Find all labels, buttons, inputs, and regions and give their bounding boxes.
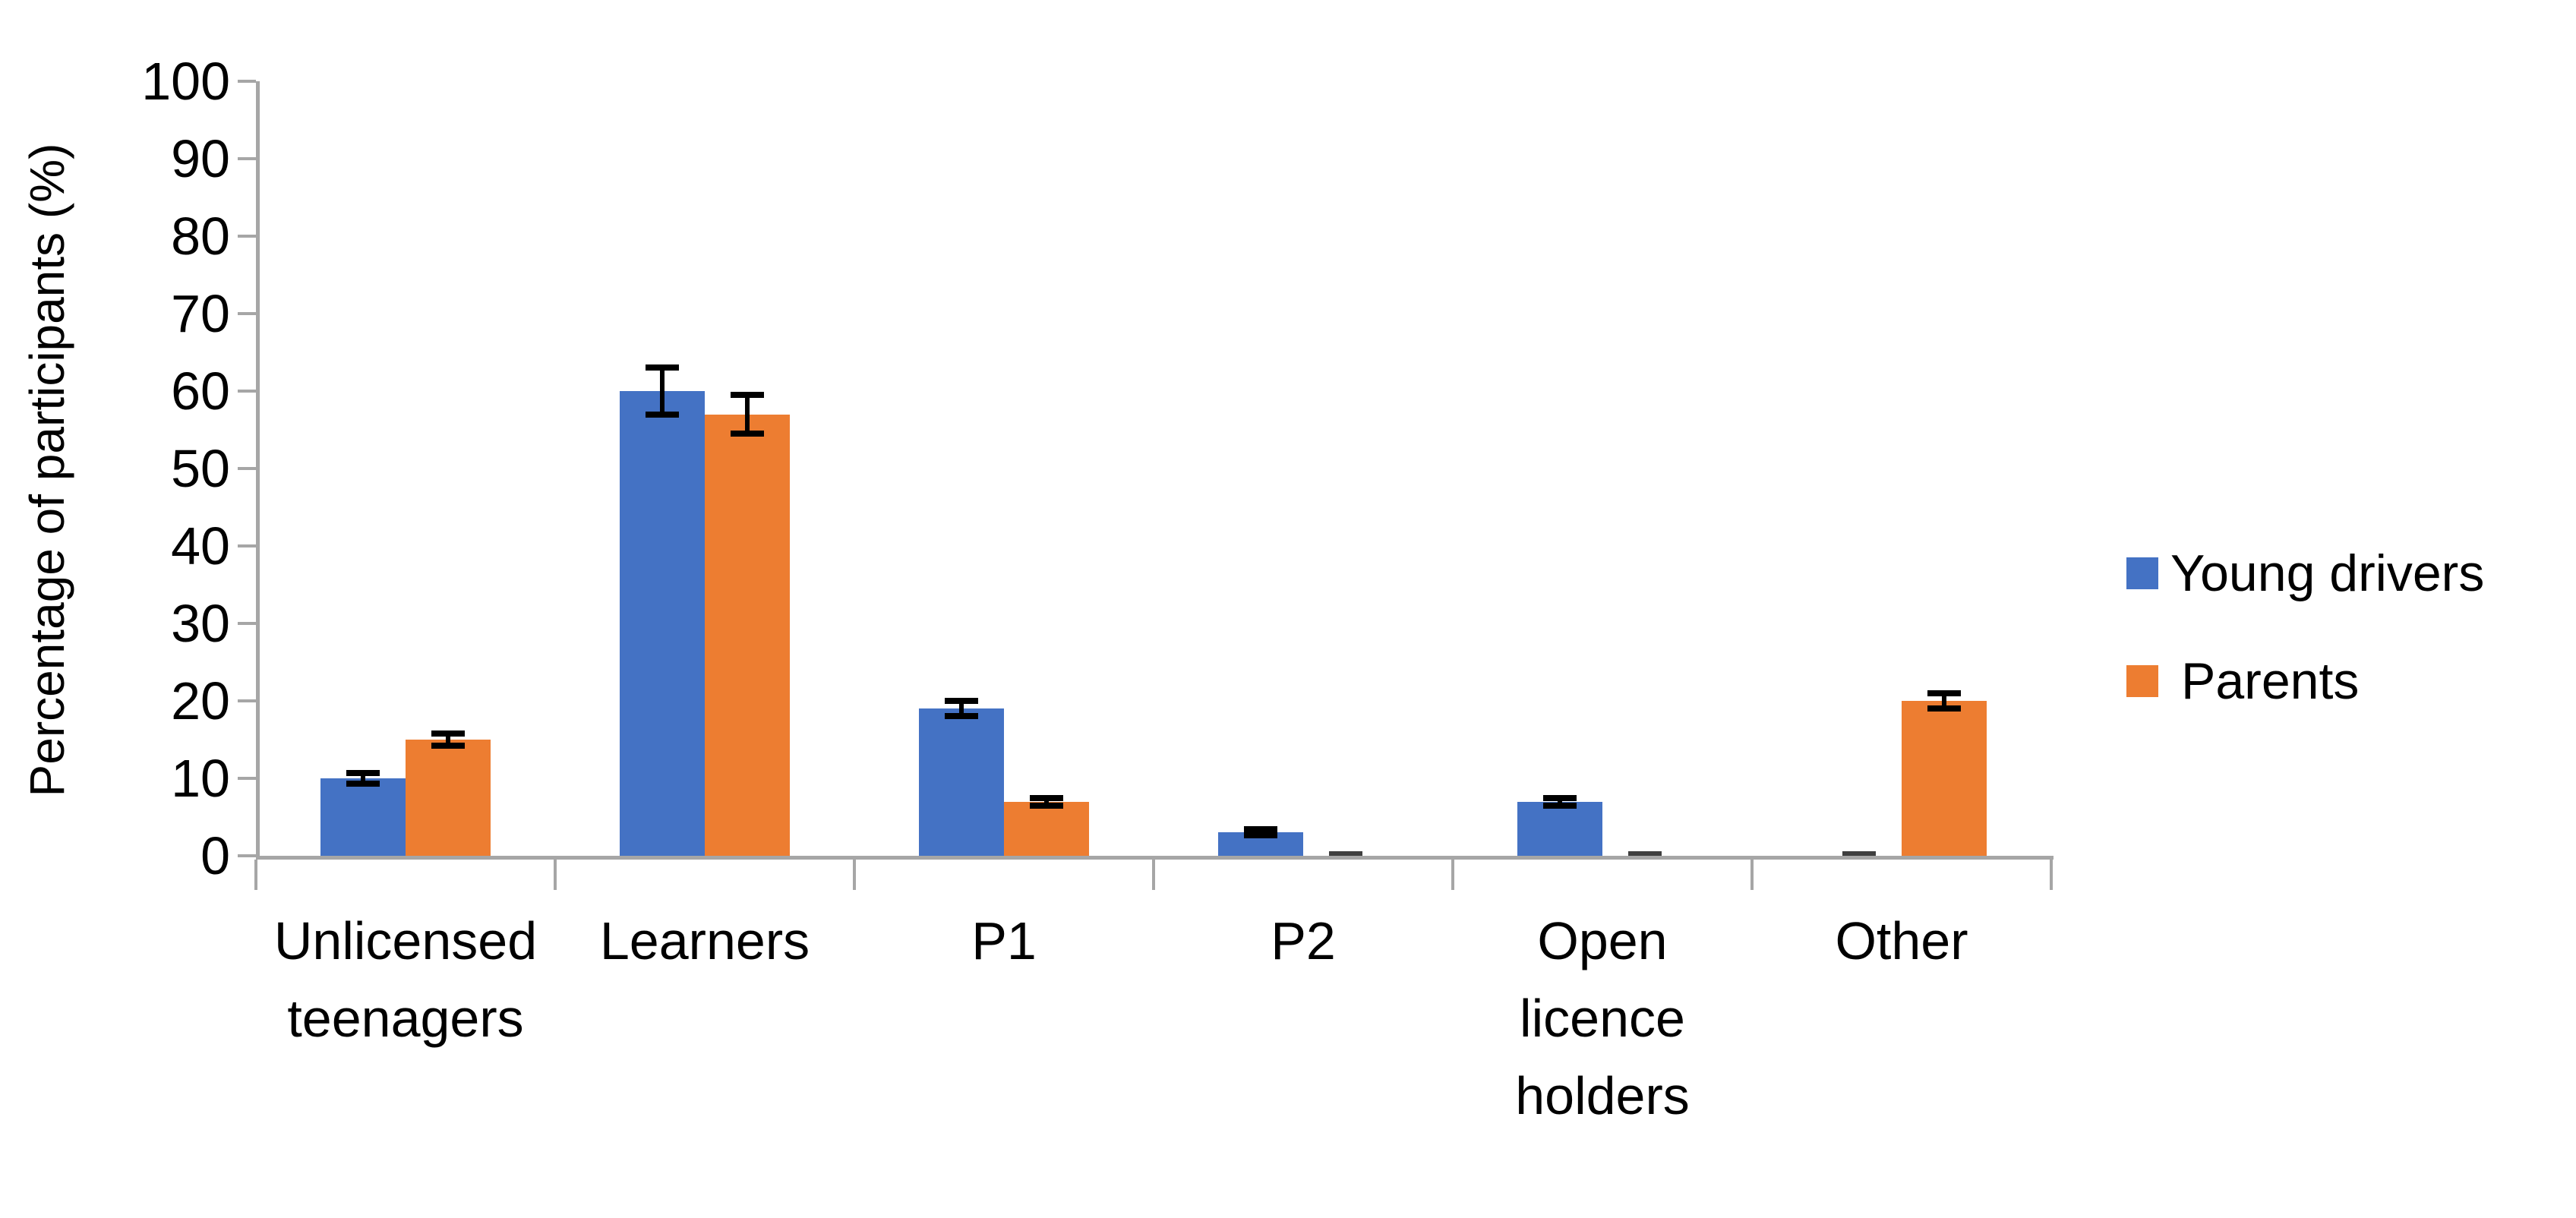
y-axis-tick: [238, 312, 256, 315]
zero-bar-mark-young-drivers: [1842, 851, 1876, 856]
category-label-line: teenagers: [287, 989, 524, 1048]
error-bar-stem: [1258, 829, 1263, 836]
legend-label-parents: Parents: [2181, 652, 2360, 710]
error-bar-stem: [660, 368, 665, 415]
error-bar-cap-bottom: [945, 713, 978, 720]
category-label-line: P1: [971, 911, 1037, 970]
bar-young-drivers: [620, 391, 705, 856]
error-bar-stem: [446, 733, 450, 746]
y-axis-tick: [238, 80, 256, 83]
error-bar-stem: [1558, 797, 1562, 806]
category-label: Learners: [507, 902, 902, 980]
bar-young-drivers: [919, 708, 1004, 856]
y-tick-label: 0: [200, 826, 230, 885]
error-bar-cap-bottom: [346, 781, 380, 787]
y-tick-label: 100: [141, 52, 230, 111]
x-axis-tick: [1451, 860, 1454, 890]
error-bar-stem: [1942, 693, 1946, 709]
y-axis-tick: [238, 544, 256, 547]
y-tick-label: 70: [171, 284, 230, 343]
y-tick-label: 20: [171, 671, 230, 730]
error-bar-stem: [745, 395, 750, 434]
category-label-line: Learners: [599, 911, 810, 970]
y-tick-label: 10: [171, 749, 230, 808]
error-bar-cap-bottom: [1543, 802, 1577, 809]
x-axis-tick: [2050, 860, 2053, 890]
x-axis-line: [256, 856, 2054, 860]
bar-parents: [705, 414, 790, 856]
error-bar-cap-top: [1244, 826, 1277, 833]
y-tick-label: 40: [171, 516, 230, 576]
x-axis-tick: [1750, 860, 1754, 890]
y-tick-label: 50: [171, 439, 230, 498]
legend-label-young-drivers: Young drivers: [2170, 544, 2485, 602]
zero-bar-mark-parents: [1329, 851, 1362, 856]
zero-bar-mark-parents: [1628, 851, 1662, 856]
bar-young-drivers: [1517, 801, 1602, 856]
error-bar-cap-bottom: [646, 411, 679, 418]
y-axis-tick: [238, 777, 256, 780]
bar-parents: [1902, 701, 1987, 856]
error-bar-cap-top: [1543, 794, 1577, 801]
y-axis-tick: [238, 235, 256, 238]
legend-swatch-young-drivers: [2126, 557, 2158, 589]
y-axis-line: [256, 81, 260, 860]
category-label-line: Other: [1835, 911, 1968, 970]
category-label-line: holders: [1515, 1066, 1690, 1125]
category-label-line: P2: [1271, 911, 1336, 970]
y-axis-tick: [238, 854, 256, 857]
y-axis-tick: [238, 699, 256, 702]
category-label: Open licence holders: [1405, 902, 1800, 1134]
x-axis-tick: [254, 860, 257, 890]
y-tick-label: 90: [171, 129, 230, 188]
y-tick-label: 30: [171, 594, 230, 653]
y-axis-tick: [238, 622, 256, 625]
error-bar-cap-top: [1927, 689, 1961, 696]
y-tick-label: 60: [171, 361, 230, 421]
x-axis-tick: [554, 860, 557, 890]
category-label: Other: [1704, 902, 2099, 980]
error-bar-cap-top: [346, 769, 380, 776]
error-bar-cap-top: [945, 698, 978, 704]
category-label-line: Unlicensed: [273, 911, 538, 970]
category-label-line: Open: [1537, 911, 1668, 970]
error-bar-cap-top: [431, 730, 465, 737]
error-bar-stem: [361, 772, 365, 784]
x-axis-tick: [1152, 860, 1155, 890]
error-bar-cap-bottom: [431, 743, 465, 749]
bar-young-drivers: [320, 778, 406, 856]
error-bar-stem: [959, 701, 964, 717]
category-label: P1: [807, 902, 1201, 980]
x-axis-tick: [853, 860, 856, 890]
error-bar-cap-bottom: [1030, 802, 1063, 809]
error-bar-stem: [1044, 797, 1049, 806]
error-bar-cap-top: [731, 392, 764, 399]
error-bar-cap-bottom: [731, 431, 764, 437]
category-label: Unlicensed teenagers: [208, 902, 603, 1057]
category-label: P2: [1106, 902, 1501, 980]
y-axis-tick: [238, 390, 256, 393]
error-bar-cap-bottom: [1244, 832, 1277, 839]
bar-parents: [1004, 801, 1089, 856]
y-axis-tick: [238, 157, 256, 160]
category-label-line: licence: [1520, 989, 1685, 1048]
bar-parents: [406, 740, 491, 856]
error-bar-cap-bottom: [1927, 705, 1961, 712]
error-bar-cap-top: [646, 364, 679, 371]
legend-swatch-parents: [2126, 665, 2158, 697]
y-axis-tick: [238, 467, 256, 470]
error-bar-cap-top: [1030, 794, 1063, 801]
y-tick-label: 80: [171, 207, 230, 266]
